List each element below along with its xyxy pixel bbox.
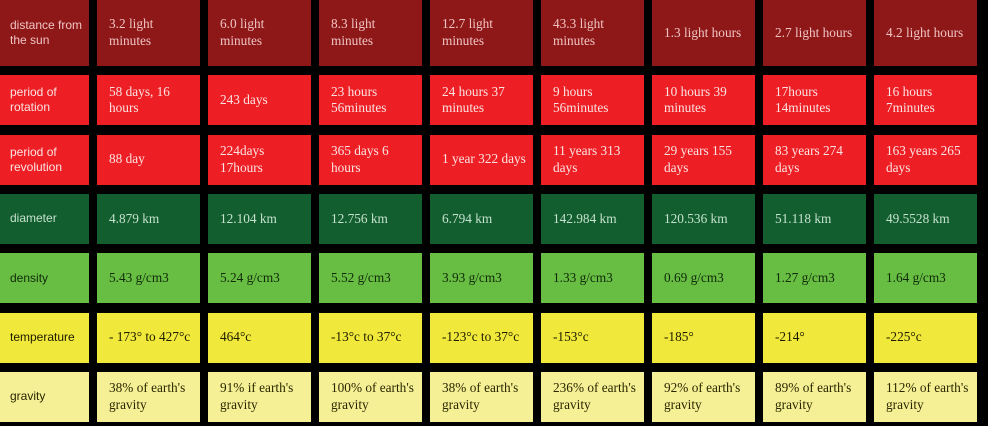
table-cell: 100% of earth's gravity <box>319 371 422 422</box>
row-label-temperature: temperature <box>0 312 89 363</box>
table-cell: 17hours 14minutes <box>763 75 866 126</box>
table-cell: 243 days <box>208 75 311 126</box>
table-cell: 1.64 g/cm3 <box>874 253 977 304</box>
table-cell: 92% of earth's gravity <box>652 371 755 422</box>
row-label-gravity: gravity <box>0 371 89 422</box>
table-cell: 12.756 km <box>319 193 422 244</box>
row-label-rotation: period of rotation <box>0 75 89 126</box>
table-cell: 4.879 km <box>97 193 200 244</box>
table-cell: -185° <box>652 312 755 363</box>
table-cell: 10 hours 39 minutes <box>652 75 755 126</box>
table-cell: 5.24 g/cm3 <box>208 253 311 304</box>
table-cell: -13°c to 37°c <box>319 312 422 363</box>
row-label-distance: distance from the sun <box>0 0 89 66</box>
row-label-diameter: diameter <box>0 193 89 244</box>
table-cell: 1.3 light hours <box>652 0 755 66</box>
table-cell: 24 hours 37 minutes <box>430 75 533 126</box>
table-cell: 5.43 g/cm3 <box>97 253 200 304</box>
table-cell: -123°c to 37°c <box>430 312 533 363</box>
table-cell: 4.2 light hours <box>874 0 977 66</box>
table-cell: 236% of earth's gravity <box>541 371 644 422</box>
table-cell: 9 hours 56minutes <box>541 75 644 126</box>
table-cell: 6.0 light minutes <box>208 0 311 66</box>
row-label-revolution: period of revolution <box>0 134 89 185</box>
table-cell: 224days 17hours <box>208 134 311 185</box>
table-cell: -225°c <box>874 312 977 363</box>
table-cell: -214° <box>763 312 866 363</box>
table-cell: -153°c <box>541 312 644 363</box>
table-cell: 112% of earth's gravity <box>874 371 977 422</box>
row-label-density: density <box>0 253 89 304</box>
table-cell: 83 years 274 days <box>763 134 866 185</box>
table-cell: 5.52 g/cm3 <box>319 253 422 304</box>
table-cell: 43.3 light minutes <box>541 0 644 66</box>
table-cell: 16 hours 7minutes <box>874 75 977 126</box>
table-cell: 1.33 g/cm3 <box>541 253 644 304</box>
table-cell: 91% if earth's gravity <box>208 371 311 422</box>
table-cell: 38% of earth's gravity <box>97 371 200 422</box>
table-cell: 2.7 light hours <box>763 0 866 66</box>
table-cell: 365 days 6 hours <box>319 134 422 185</box>
table-cell: 6.794 km <box>430 193 533 244</box>
table-cell: 12.7 light minutes <box>430 0 533 66</box>
table-cell: 142.984 km <box>541 193 644 244</box>
table-cell: 1 year 322 days <box>430 134 533 185</box>
table-cell: 58 days, 16 hours <box>97 75 200 126</box>
table-cell: 3.93 g/cm3 <box>430 253 533 304</box>
table-cell: 1.27 g/cm3 <box>763 253 866 304</box>
table-cell: 8.3 light minutes <box>319 0 422 66</box>
table-cell: 120.536 km <box>652 193 755 244</box>
table-cell: 88 day <box>97 134 200 185</box>
table-cell: 89% of earth's gravity <box>763 371 866 422</box>
table-cell: 38% of earth's gravity <box>430 371 533 422</box>
table-cell: 464°c <box>208 312 311 363</box>
table-cell: 51.118 km <box>763 193 866 244</box>
table-cell: - 173° to 427°c <box>97 312 200 363</box>
table-cell: 163 years 265 days <box>874 134 977 185</box>
table-cell: 23 hours 56minutes <box>319 75 422 126</box>
table-cell: 11 years 313 days <box>541 134 644 185</box>
table-cell: 49.5528 km <box>874 193 977 244</box>
table-cell: 29 years 155 days <box>652 134 755 185</box>
table-cell: 12.104 km <box>208 193 311 244</box>
table-cell: 0.69 g/cm3 <box>652 253 755 304</box>
table-cell: 3.2 light minutes <box>97 0 200 66</box>
